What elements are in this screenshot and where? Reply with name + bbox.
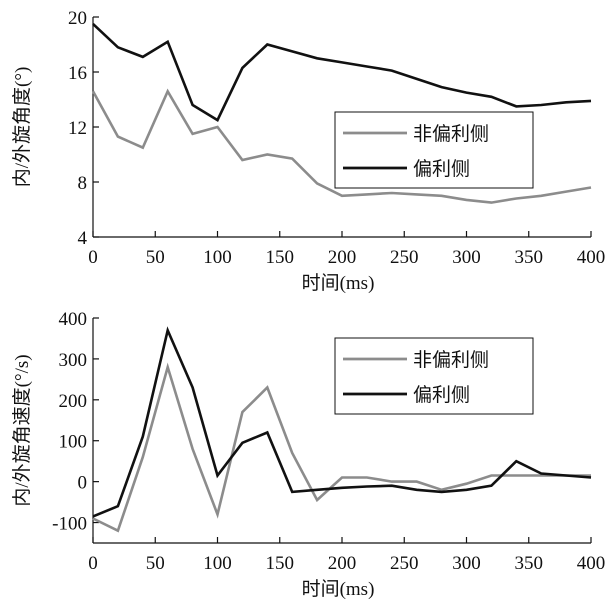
x-tick-label: 200 bbox=[328, 247, 357, 268]
series-line-1 bbox=[92, 22, 592, 122]
y-tick-label: 300 bbox=[59, 350, 88, 371]
x-tick-label: 250 bbox=[390, 247, 419, 268]
y-tick-label: 200 bbox=[59, 391, 88, 412]
x-tick-label: 400 bbox=[577, 247, 606, 268]
x-tick-label: 100 bbox=[203, 553, 232, 574]
x-tick-label: 100 bbox=[203, 247, 232, 268]
y-axis-label: 内/外旋角速度(°/s) bbox=[11, 354, 33, 506]
y-tick-label: 20 bbox=[68, 8, 87, 29]
series-line-1 bbox=[92, 326, 592, 518]
y-tick-label: 12 bbox=[68, 118, 87, 139]
x-tick-label: 400 bbox=[577, 553, 606, 574]
x-tick-label: 50 bbox=[146, 247, 165, 268]
legend-label-1: 偏利侧 bbox=[413, 384, 470, 406]
x-tick-label: 150 bbox=[266, 247, 295, 268]
legend-box bbox=[334, 111, 534, 189]
angle-chart: 0 50 100 150 200 250 300 350 400 4 8 12 16 20 时间(ms) 内/… bbox=[11, 8, 605, 294]
x-tick-label: 0 bbox=[88, 553, 98, 574]
x-tick-label: 350 bbox=[515, 553, 544, 574]
angular-velocity-chart: 0 50 100 150 200 250 300 350 400-100010020030040… bbox=[11, 309, 605, 600]
x-tick-label: 0 bbox=[88, 247, 98, 268]
x-tick-label: 250 bbox=[390, 553, 419, 574]
series-line-0 bbox=[92, 362, 591, 533]
legend-label-0: 非偏利侧 bbox=[413, 349, 489, 371]
legend-label-1: 偏利侧 bbox=[413, 158, 470, 180]
y-tick-label: 8 bbox=[78, 173, 88, 194]
y-tick-label: 4 bbox=[78, 228, 88, 249]
legend-label-0: 非偏利侧 bbox=[413, 123, 489, 145]
x-axis-label: 时间(ms) bbox=[302, 578, 375, 600]
series-line-0 bbox=[91, 88, 592, 204]
legend-box bbox=[334, 337, 534, 415]
x-tick-label: 300 bbox=[452, 247, 481, 268]
x-tick-label: 150 bbox=[266, 553, 295, 574]
y-tick-label: -100 bbox=[52, 514, 87, 535]
y-tick-label: 0 bbox=[78, 473, 88, 494]
x-tick-label: 200 bbox=[328, 553, 357, 574]
y-tick-label: 400 bbox=[59, 309, 88, 330]
x-tick-label: 300 bbox=[452, 553, 481, 574]
x-tick-label: 50 bbox=[146, 553, 165, 574]
y-axis-label: 内/外旋角度(°) bbox=[11, 67, 33, 188]
y-tick-label: 100 bbox=[59, 432, 88, 453]
x-axis-label: 时间(ms) bbox=[302, 272, 375, 294]
x-tick-label: 350 bbox=[515, 247, 544, 268]
y-tick-label: 16 bbox=[68, 63, 87, 84]
